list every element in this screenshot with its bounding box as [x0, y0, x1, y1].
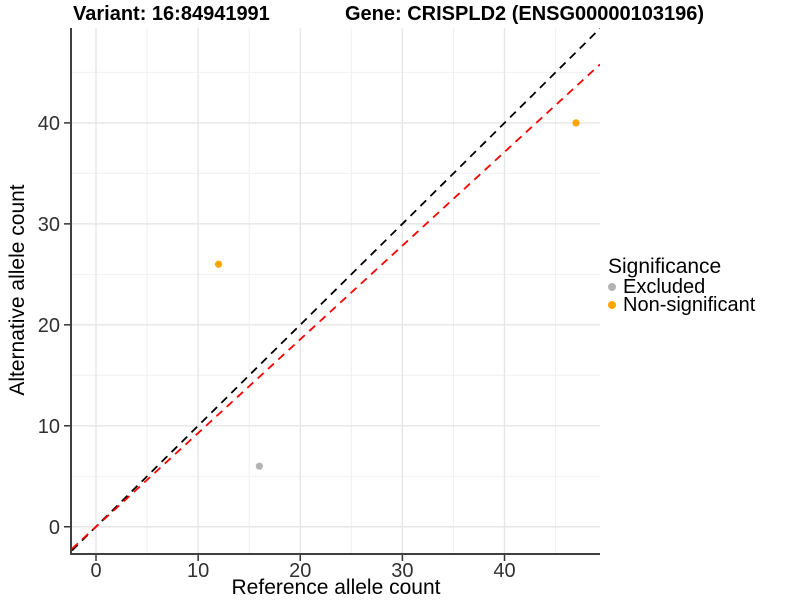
legend-item-label: Excluded	[623, 276, 706, 298]
svg-text:20: 20	[38, 315, 60, 337]
plot-title-gene: Gene: CRISPLD2 (ENSG00000103196)	[345, 3, 705, 25]
svg-text:40: 40	[38, 113, 60, 135]
plot-title-variant: Variant: 16:84941991	[73, 3, 270, 25]
expected-ratio-line	[72, 63, 600, 550]
svg-text:10: 10	[38, 416, 60, 438]
svg-text:30: 30	[391, 560, 413, 582]
legend: Significance Excluded Non-significant	[608, 255, 798, 316]
non-significant-point-icon	[608, 301, 616, 309]
svg-text:30: 30	[38, 214, 60, 236]
x-axis-title: Reference allele count	[231, 576, 441, 599]
legend-item-label: Non-significant	[623, 294, 756, 316]
svg-text:10: 10	[187, 560, 209, 582]
legend-item-excluded: Excluded	[608, 276, 798, 298]
svg-text:40: 40	[493, 560, 515, 582]
data-point-non-significant	[214, 260, 223, 268]
data-point-excluded	[255, 462, 264, 470]
y-axis-title: Alternative allele count	[6, 184, 29, 396]
legend-title: Significance	[608, 255, 722, 278]
svg-text:20: 20	[289, 560, 311, 582]
excluded-point-icon	[608, 283, 616, 291]
svg-text:0: 0	[90, 560, 101, 582]
data-point-non-significant	[572, 119, 580, 127]
legend-item-non-significant: Non-significant	[608, 294, 798, 316]
svg-text:0: 0	[49, 517, 60, 539]
identity-line	[72, 28, 600, 552]
